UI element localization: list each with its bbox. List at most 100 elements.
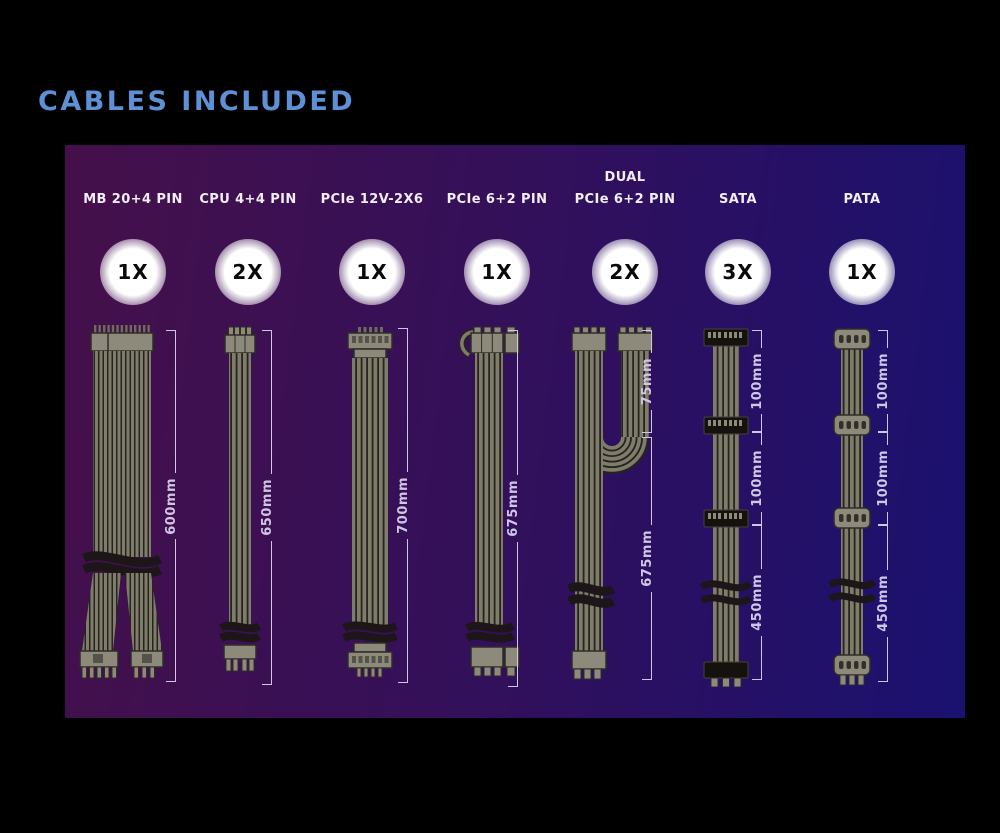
quantity-value: 3X (722, 260, 754, 284)
measurement-bracket: 75mm (640, 330, 655, 433)
cable-length-label: 100mm (750, 352, 765, 410)
sense-wire-loop (458, 328, 474, 359)
measurement-bracket: 675mm (640, 437, 655, 681)
bracket-tick (642, 330, 652, 331)
cable-length-label: 100mm (876, 352, 891, 410)
cpu-4-4-pin-cable-illustration (218, 326, 262, 672)
top-connector (90, 332, 154, 352)
measurement-bracket: 100mm (876, 330, 891, 433)
cable-area: 100mm 100mm 450mm (673, 325, 803, 697)
bracket-tick (878, 330, 888, 331)
cable-length-label: 450mm (750, 574, 765, 631)
cable-area: 675mm (432, 325, 562, 697)
molex-connector (833, 507, 871, 529)
quantity-value: 2X (232, 260, 264, 284)
bracket-line (651, 331, 652, 353)
cable-type-line: MB 20+4 PIN (83, 192, 183, 207)
bracket-line (407, 329, 408, 473)
quantity-value: 1X (356, 260, 388, 284)
bracket-line (887, 331, 888, 348)
cable-length-label: 75mm (640, 357, 655, 406)
quantity-badge: 1X (829, 239, 895, 305)
cable-type-line: DUAL (604, 170, 646, 185)
quantity-value: 1X (117, 260, 149, 284)
quantity-value: 1X (846, 260, 878, 284)
bracket-tick (752, 679, 762, 681)
bracket-line (761, 331, 762, 348)
quantity-value: 2X (609, 260, 641, 284)
cable-split-legs (82, 573, 162, 651)
quantity-badge: 1X (339, 239, 405, 305)
cable-type-label: PCIe 6+2 PIN (418, 167, 576, 211)
cable-area: 600mm (68, 325, 198, 697)
top-connector-left (571, 326, 607, 352)
cable-length-label: 675mm (640, 530, 655, 587)
cable-type-line: PCIe 6+2 PIN (446, 192, 548, 207)
bottom-connector (223, 644, 257, 672)
bracket-line (887, 511, 888, 525)
bracket-line (761, 414, 762, 432)
cable-ribbon (352, 358, 388, 625)
bracket-tick (878, 432, 888, 433)
quantity-badge: 1X (464, 239, 530, 305)
bracket-tick (262, 684, 272, 686)
pata-cable-illustration (827, 328, 877, 686)
bracket-line (761, 511, 762, 525)
cable-tie (827, 578, 877, 604)
bracket-tick (508, 686, 518, 688)
bottom-connectors (79, 650, 164, 679)
sata-cable-illustration (699, 328, 753, 687)
cable-column-mb-20-4-pin: MB 20+4 PIN 1X (68, 145, 198, 718)
mb-20-4-pin-cable-illustration (79, 325, 164, 679)
bracket-tick (878, 524, 888, 526)
bracket-tick (878, 431, 888, 433)
measurement-bracket: 100mm (750, 330, 765, 433)
bracket-line (517, 541, 518, 687)
cable-type-line: PCIe 12V-2X6 (320, 192, 424, 207)
bracket-tick (262, 330, 272, 331)
bracket-tick (642, 679, 652, 681)
connector-pins (94, 325, 150, 335)
pcie-12v-2x6-cable-illustration (342, 327, 398, 678)
quantity-badge: 3X (705, 239, 771, 305)
bottom-connector (470, 646, 520, 677)
bracket-tick (166, 330, 176, 331)
bracket-line (887, 414, 888, 432)
cable-column-sata: SATA 3X (673, 145, 803, 718)
cable-type-line: PATA (843, 192, 881, 207)
quantity-badge: 2X (592, 239, 658, 305)
bracket-tick (878, 525, 888, 526)
cable-ribbon (93, 351, 151, 557)
dual-pcie-6-2-pin-cable-illustration (568, 326, 653, 680)
measurement-bracket: 675mm (506, 330, 521, 688)
cable-column-dual-pcie-6-2-pin: DUAL PCIe 6+2 PIN 2X (560, 145, 690, 718)
bracket-line (175, 539, 176, 682)
cable-area: 75mm 675mm (560, 325, 690, 697)
bottom-connector (571, 650, 607, 680)
quantity-badge: 2X (215, 239, 281, 305)
molex-connector (833, 414, 871, 436)
bracket-tick (166, 681, 176, 683)
bracket-tick (878, 681, 888, 683)
bottom-connector (347, 642, 393, 678)
bracket-line (407, 538, 408, 683)
quantity-badge: 1X (100, 239, 166, 305)
cable-length-label: 100mm (876, 450, 891, 507)
bracket-line (651, 438, 652, 526)
bracket-tick (752, 432, 762, 433)
cable-tie (699, 580, 753, 606)
cable-type-line: SATA (719, 192, 757, 207)
page-title: CABLES INCLUDED (38, 86, 356, 117)
measurement-bracket: 700mm (396, 328, 411, 684)
bracket-line (887, 636, 888, 682)
bracket-line (761, 433, 762, 446)
cable-type-line: CPU 4+4 PIN (199, 192, 297, 207)
bracket-tick (752, 330, 762, 331)
bracket-tick (508, 330, 518, 331)
bracket-line (651, 410, 652, 432)
measurement-bracket: 650mm (260, 330, 275, 686)
cable-ribbon (713, 337, 739, 673)
cable-type-line: PCIe 6+2 PIN (574, 192, 676, 207)
cable-tie (218, 621, 262, 643)
